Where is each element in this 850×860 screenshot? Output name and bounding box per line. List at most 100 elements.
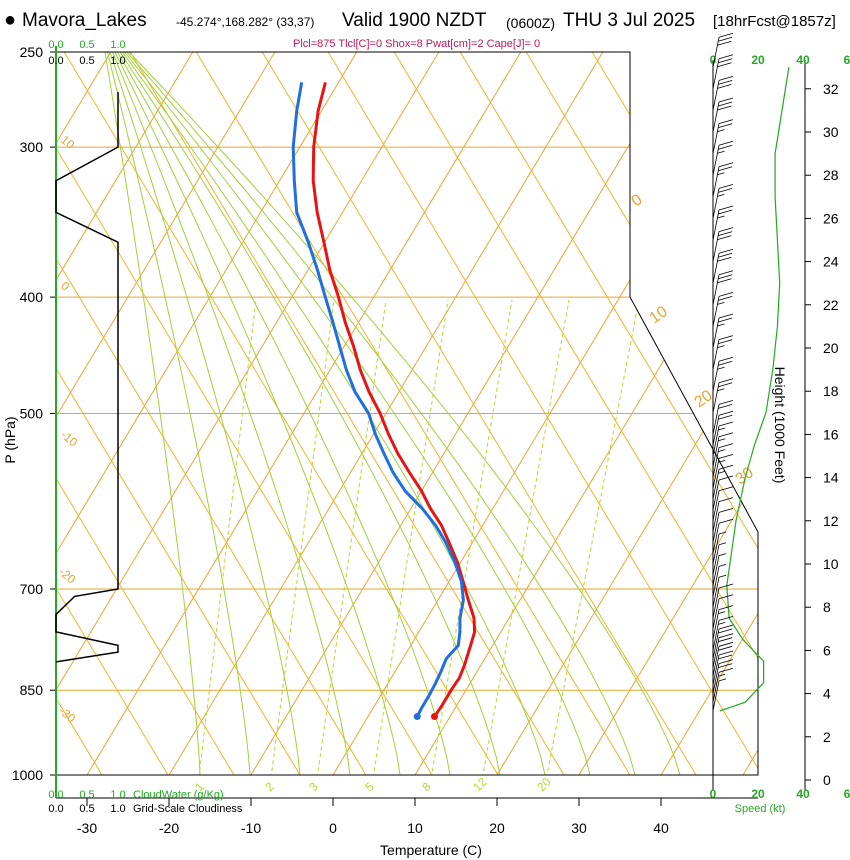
wind-barb-staff bbox=[712, 209, 720, 241]
wind-barb-flag bbox=[718, 54, 734, 60]
wind-barb bbox=[712, 292, 734, 327]
wind-barb-flag bbox=[718, 123, 733, 128]
wind-barb-flag bbox=[718, 356, 734, 362]
cloudwater-label: CloudWater (g/Kg) bbox=[133, 789, 224, 801]
forecast-label: [18hrFcst@1857z] bbox=[713, 13, 836, 30]
wind-barb-flag bbox=[718, 97, 734, 103]
mixing-ratio-line bbox=[371, 299, 449, 775]
speed-bottom-tick: 40 bbox=[796, 787, 810, 801]
site-name: Mavora_Lakes bbox=[22, 10, 147, 31]
wind-barb bbox=[712, 313, 734, 349]
wind-barb bbox=[712, 410, 734, 446]
height-axis-label: Height (1000 Feet) bbox=[772, 367, 788, 484]
wind-barb-staff bbox=[712, 544, 720, 575]
speed-top-tick: 40 bbox=[796, 53, 810, 67]
wind-barb-flag bbox=[718, 583, 734, 589]
x-axis-label: Temperature (C) bbox=[380, 842, 482, 858]
wind-barb-staff bbox=[712, 123, 720, 154]
wind-barb-staff bbox=[712, 654, 720, 686]
wind-barb bbox=[712, 650, 734, 686]
mixing-ratio-label: 12 bbox=[470, 775, 490, 795]
wind-barb bbox=[712, 583, 734, 619]
wind-barb-flag bbox=[718, 645, 733, 651]
wind-barb-flag bbox=[718, 80, 733, 85]
wind-barb bbox=[712, 184, 734, 219]
wind-barb-half-flag bbox=[717, 129, 725, 132]
dry-adiabat-line bbox=[261, 52, 697, 775]
wind-barb bbox=[712, 270, 734, 305]
wind-barb-flag bbox=[718, 475, 734, 481]
height-tick-label: 0 bbox=[823, 772, 831, 788]
temperature-line-surface-dot bbox=[430, 713, 438, 721]
wind-barb-half-flag bbox=[717, 323, 725, 327]
wind-barb-half-flag bbox=[718, 564, 727, 567]
wind-barb-flag bbox=[718, 616, 734, 621]
dewpoint-line bbox=[291, 82, 465, 718]
pressure-tick-label: 1000 bbox=[12, 767, 43, 783]
wind-barb-flag bbox=[718, 205, 734, 211]
isotherm-line bbox=[660, 52, 758, 775]
wind-barb-flag bbox=[718, 339, 733, 344]
wind-barb-staff bbox=[712, 587, 720, 619]
wind-barb-flag bbox=[718, 270, 734, 276]
wind-barb-staff bbox=[712, 680, 720, 711]
wind-barb bbox=[712, 508, 734, 543]
cloudwater-top-tick: 1.0 bbox=[110, 39, 125, 51]
moist-adiabat-line bbox=[114, 52, 401, 775]
temperature-tick-label: 40 bbox=[653, 820, 669, 836]
wind-barb-half-flag bbox=[718, 531, 727, 535]
wind-barb bbox=[712, 531, 727, 565]
wind-barb-staff bbox=[712, 317, 720, 349]
wind-barb-half-flag bbox=[717, 302, 725, 305]
isotherm-label: 20 bbox=[692, 387, 716, 411]
wind-barb-flag bbox=[718, 518, 734, 524]
wind-barb bbox=[712, 97, 734, 133]
isotherm-label: -10 bbox=[58, 428, 81, 450]
cloudwater-bottom-tick: 0.0 bbox=[48, 789, 63, 801]
moist-adiabat-line bbox=[124, 52, 591, 775]
dry-adiabat-line bbox=[459, 52, 758, 775]
moist-adiabat-line bbox=[104, 52, 201, 775]
wind-barb-staff bbox=[712, 58, 720, 89]
wind-barb-half-flag bbox=[717, 194, 725, 197]
wind-barb-flag bbox=[718, 209, 733, 215]
mixing-ratio-line bbox=[197, 299, 257, 775]
mixing-ratio-line bbox=[544, 299, 640, 775]
temperature-tick-label: 10 bbox=[407, 820, 423, 836]
wind-barb bbox=[712, 119, 734, 154]
temperature-line bbox=[311, 82, 477, 718]
wind-barb-flag bbox=[718, 594, 734, 600]
wind-barb-flag bbox=[718, 58, 733, 64]
wind-barb bbox=[712, 624, 734, 660]
wind-barb-flag bbox=[718, 144, 733, 150]
wind-barb-flag bbox=[718, 292, 734, 297]
wind-barb-staff bbox=[712, 447, 720, 478]
cloudiness-line bbox=[55, 92, 119, 663]
cloudiness-label: Grid-Scale Cloudiness bbox=[133, 803, 243, 815]
mixing-ratio-label: 3 bbox=[306, 779, 321, 794]
pressure-tick-label: 500 bbox=[20, 406, 44, 422]
wind-barb bbox=[712, 497, 734, 532]
wind-barb-half-flag bbox=[718, 427, 726, 431]
wind-barb-half-flag bbox=[718, 678, 727, 682]
wind-barb-staff bbox=[712, 415, 720, 446]
wind-barb-staff bbox=[712, 523, 720, 554]
cloudiness-bottom-tick: 1.0 bbox=[110, 803, 125, 815]
wind-barb-staff bbox=[712, 339, 720, 370]
wind-barb-staff bbox=[712, 188, 720, 219]
wind-barb-flag bbox=[718, 605, 734, 610]
wind-barb-flag bbox=[717, 84, 732, 89]
wind-barb-staff bbox=[712, 566, 720, 597]
wind-barb-half-flag bbox=[718, 438, 726, 442]
wind-barb-staff bbox=[712, 533, 720, 565]
wind-barb-staff bbox=[712, 663, 720, 694]
mixing-ratio-label: 8 bbox=[419, 779, 434, 794]
isotherm-line bbox=[168, 52, 604, 775]
wind-barb-flag bbox=[718, 667, 734, 673]
wind-barb bbox=[712, 678, 727, 711]
wind-barb-staff bbox=[712, 231, 720, 262]
wind-barb-staff bbox=[712, 672, 720, 703]
wind-barb-flag bbox=[718, 76, 734, 81]
height-tick-label: 26 bbox=[823, 210, 839, 226]
wind-barb bbox=[712, 667, 734, 703]
